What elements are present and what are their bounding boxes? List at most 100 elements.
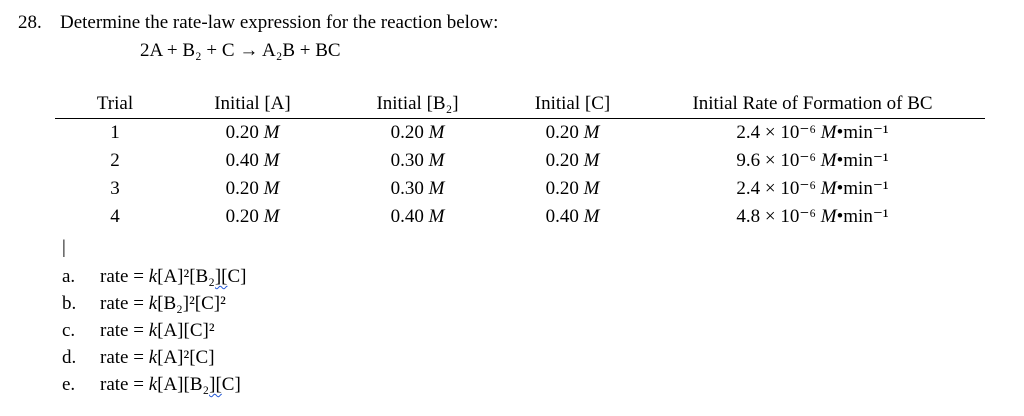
trial-cell: 2 [110,150,120,171]
molar-unit: M [428,122,445,143]
spellcheck-underline: ₂][ [202,374,222,395]
conc-a-cell: 0.20 M [175,175,330,203]
conc-c-cell: 0.20 M [505,147,640,175]
header-trial: Trial [96,93,134,114]
molar-unit: M [820,178,837,199]
rate-constant-k: k [148,266,158,287]
trial-cell: 3 [110,178,120,199]
rate-unit: •min⁻¹ [836,178,889,199]
spellcheck-underline: ₂][ [208,266,228,287]
conc-a-cell: 0.20 M [175,203,330,231]
molar-unit: M [263,150,280,171]
conc-b2-cell: 0.30 M [330,147,505,175]
molar-unit: M [428,178,445,199]
rate-unit: •min⁻¹ [836,122,889,143]
trial-cell: 4 [110,206,120,227]
rate-cell: 9.6 × 10⁻⁶ M•min⁻¹ [640,147,985,175]
rate-value: 2.4 × 10⁻⁶ [736,122,817,143]
header-initial-rate: Initial Rate of Formation of BC [692,93,933,114]
molar-unit: M [583,122,600,143]
rate-constant-k: k [148,374,158,395]
rate-prefix: rate = [100,293,149,314]
conc-value: 0.20 [225,206,259,227]
conc-value: 0.40 [545,206,579,227]
rate-cell: 2.4 × 10⁻⁶ M•min⁻¹ [640,119,985,147]
molar-unit: M [820,150,837,171]
rate-prefix: rate = [100,266,149,287]
table-row: 4 0.20 M 0.40 M 0.40 M 4.8 × 10⁻⁶ M•min⁻… [55,203,985,231]
molar-unit: M [263,122,280,143]
conc-c-cell: 0.20 M [505,119,640,147]
choice-formula: [A]²[C] [157,347,215,368]
rate-prefix: rate = [100,320,149,341]
molar-unit: M [263,178,280,199]
choice-formula: [A][C]² [157,320,215,341]
choice-letter: a. [62,266,76,287]
rate-value: 2.4 × 10⁻⁶ [736,178,817,199]
answer-choice-b: b. rate = k[B₂]²[C]² [62,290,1024,317]
conc-c-cell: 0.40 M [505,203,640,231]
rate-unit: •min⁻¹ [836,150,889,171]
question-line: 28. Determine the rate-law expression for… [0,0,1024,36]
molar-unit: M [583,150,600,171]
conc-a-cell: 0.20 M [175,119,330,147]
rate-constant-k: k [148,293,158,314]
conc-value: 0.30 [390,178,424,199]
conc-value: 0.20 [225,122,259,143]
rate-cell: 4.8 × 10⁻⁶ M•min⁻¹ [640,203,985,231]
choice-formula: C] [221,374,241,395]
rate-value: 4.8 × 10⁻⁶ [736,206,817,227]
rate-value: 9.6 × 10⁻⁶ [736,150,817,171]
conc-value: 0.20 [545,150,579,171]
conc-value: 0.30 [390,150,424,171]
choice-letter: c. [62,320,76,341]
conc-value: 0.20 [225,178,259,199]
choice-formula: [A]²[B [157,266,209,287]
molar-unit: M [583,178,600,199]
conc-value: 0.20 [390,122,424,143]
header-initial-a: Initial [A] [214,93,291,114]
conc-b2-cell: 0.30 M [330,175,505,203]
header-initial-b2: Initial [B₂] [376,93,459,114]
molar-unit: M [428,150,445,171]
molar-unit: M [263,206,280,227]
answer-choice-d: d. rate = k[A]²[C] [62,344,1024,371]
conc-b2-cell: 0.20 M [330,119,505,147]
question-number: 28. [18,12,42,33]
choice-letter: b. [62,293,77,314]
text-cursor-mark: | [62,237,66,258]
rate-constant-k: k [148,347,158,368]
rate-prefix: rate = [100,374,149,395]
answer-choice-e: e. rate = k[A][B₂][C] [62,371,1024,398]
chemical-equation: 2A + B₂ + C → A₂B + BC [140,40,341,61]
choice-letter: e. [62,374,76,395]
table-row: 3 0.20 M 0.30 M 0.20 M 2.4 × 10⁻⁶ M•min⁻… [55,175,985,203]
rate-data-table: Trial Initial [A] Initial [B₂] Initial [… [55,90,985,231]
rate-cell: 2.4 × 10⁻⁶ M•min⁻¹ [640,175,985,203]
answer-choices: a. rate = k[A]²[B₂][C] b. rate = k[B₂]²[C]… [62,263,1024,398]
choice-formula: [B₂]²[C]² [157,293,226,314]
conc-c-cell: 0.20 M [505,175,640,203]
choice-letter: d. [62,347,77,368]
trial-cell: 1 [110,122,120,143]
rate-prefix: rate = [100,347,149,368]
conc-b2-cell: 0.40 M [330,203,505,231]
answer-choice-a: a. rate = k[A]²[B₂][C] [62,263,1024,290]
conc-value: 0.20 [545,122,579,143]
conc-value: 0.20 [545,178,579,199]
rate-unit: •min⁻¹ [836,206,889,227]
table-header-row: Trial Initial [A] Initial [B₂] Initial [… [55,90,985,119]
conc-value: 0.40 [225,150,259,171]
choice-formula: C] [227,266,247,287]
question-text: Determine the rate-law expression for th… [60,12,499,33]
conc-a-cell: 0.40 M [175,147,330,175]
molar-unit: M [428,206,445,227]
conc-value: 0.40 [390,206,424,227]
rate-constant-k: k [148,320,158,341]
molar-unit: M [583,206,600,227]
molar-unit: M [820,122,837,143]
molar-unit: M [820,206,837,227]
choice-formula: [A][B [157,374,203,395]
answer-choice-c: c. rate = k[A][C]² [62,317,1024,344]
